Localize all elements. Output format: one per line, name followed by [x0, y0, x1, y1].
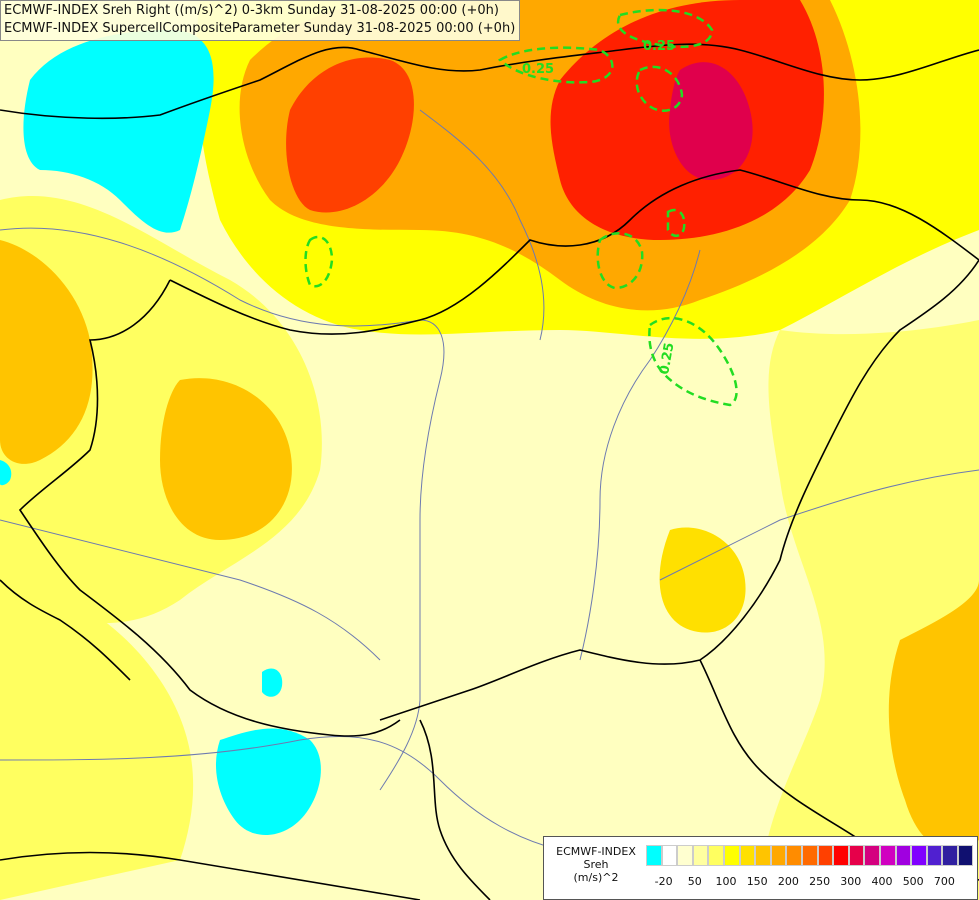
legend-tick-label: -20 — [654, 875, 673, 888]
legend-line-2: Sreh — [583, 858, 609, 871]
legend-title: ECMWF-INDEX Sreh (m/s)^2 — [550, 845, 642, 884]
field-cyan-northwest — [23, 30, 214, 233]
field-orange-southeast — [659, 527, 746, 633]
legend-swatch — [848, 845, 865, 866]
legend-tick-label: 700 — [933, 875, 955, 888]
map-header: ECMWF-INDEX Sreh Right ((m/s)^2) 0-3km S… — [0, 0, 521, 41]
border-hungary-west — [18, 279, 401, 737]
legend-tick-label: 200 — [777, 875, 799, 888]
legend-swatch — [879, 845, 896, 866]
legend-tick-label: 400 — [871, 875, 893, 888]
contour-label: 0.25 — [657, 341, 677, 375]
legend-line-1: ECMWF-INDEX — [556, 845, 636, 858]
legend-swatch — [895, 845, 912, 866]
contour-east — [648, 316, 738, 407]
legend-swatch — [661, 845, 678, 866]
contour-mid-3 — [666, 208, 686, 237]
legend-swatch — [739, 845, 756, 866]
header-line-1: ECMWF-INDEX Sreh Right ((m/s)^2) 0-3km S… — [4, 3, 499, 18]
legend-ticks: -20 50 100 150 200 250 300 400 500 700 — [646, 875, 976, 891]
field-orange-east — [888, 580, 979, 850]
legend-swatch — [864, 845, 880, 866]
scp-contours — [304, 8, 738, 407]
legend-line-3: (m/s)^2 — [573, 871, 619, 884]
legend-tick-label: 150 — [746, 875, 768, 888]
field-red-north-west — [286, 57, 414, 213]
contour-north-1 — [497, 46, 614, 84]
legend-swatch — [942, 845, 958, 866]
legend-swatch — [786, 845, 802, 866]
legend-swatch — [817, 845, 834, 866]
contour-north-3 — [635, 65, 684, 112]
field-cyan-west — [0, 460, 12, 486]
legend-tick-label: 250 — [809, 875, 831, 888]
contour-label: 0.25 — [643, 39, 675, 54]
field-yellow-south — [0, 560, 194, 900]
contour-labels: 0.25 0.25 0.25 — [522, 39, 678, 376]
border-west-lower — [0, 579, 131, 681]
legend-swatch — [801, 845, 818, 866]
legend-tick-label: 100 — [715, 875, 737, 888]
field-orange-west — [0, 240, 93, 464]
border-hungary-east — [379, 259, 979, 721]
legend-swatch — [755, 845, 771, 866]
border-south — [419, 719, 491, 900]
legend-swatch — [833, 845, 849, 866]
legend-swatch — [692, 845, 709, 866]
field-cyan-south-small — [262, 668, 283, 697]
river-west-1 — [0, 519, 381, 661]
border-sw — [0, 851, 421, 900]
legend-swatch — [770, 845, 787, 866]
legend-swatch — [723, 845, 740, 866]
field-cyan-south — [215, 728, 321, 835]
river-north — [419, 109, 545, 341]
legend-swatch — [646, 845, 662, 866]
legend: ECMWF-INDEX Sreh (m/s)^2 -20 50 100 150 200 2… — [543, 836, 978, 900]
legend-tick-label: 300 — [840, 875, 862, 888]
river-tisza — [579, 249, 701, 661]
contour-label: 0.25 — [522, 62, 554, 77]
contour-mid-2 — [596, 232, 644, 290]
header-line-2: ECMWF-INDEX SupercellCompositeParameter … — [4, 21, 516, 36]
legend-swatch — [708, 845, 724, 866]
legend-swatches — [646, 845, 974, 866]
country-borders — [0, 43, 979, 900]
contour-mid-1 — [304, 235, 334, 288]
legend-swatch — [911, 845, 927, 866]
river-danube — [0, 227, 445, 791]
legend-tick-label: 500 — [902, 875, 924, 888]
border-hungary-north — [169, 169, 979, 335]
field-crimson-peak — [669, 62, 753, 181]
legend-tick-label: 50 — [687, 875, 702, 888]
legend-swatch — [926, 845, 943, 866]
border-north — [0, 43, 979, 120]
river-east — [659, 469, 979, 581]
legend-swatch — [957, 845, 974, 866]
field-orange-center-west — [160, 378, 292, 540]
legend-swatch — [677, 845, 693, 866]
